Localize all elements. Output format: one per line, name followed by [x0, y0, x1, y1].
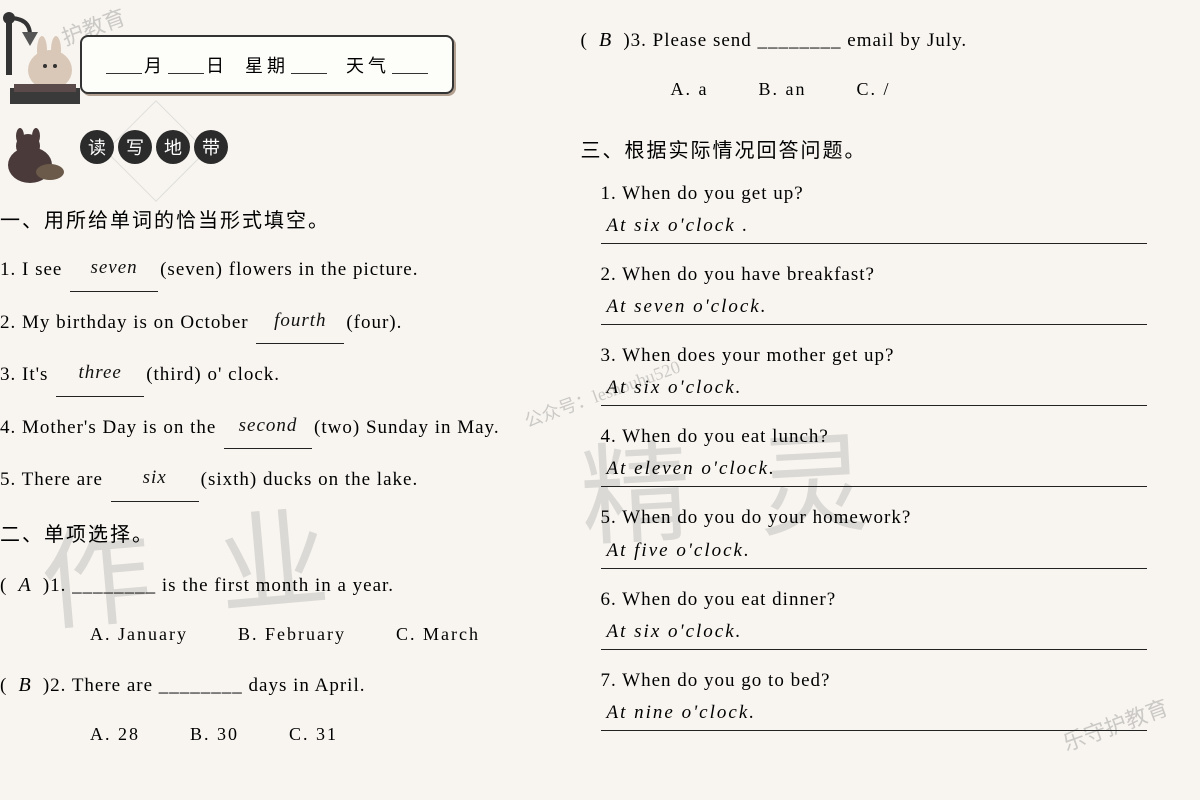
header-banner: 月 日 星期 天气: [0, 10, 551, 110]
mc-options: A. January B. February C. March: [90, 615, 551, 655]
handwritten-answer: three: [56, 350, 144, 397]
badge-char-2: 写: [118, 130, 152, 164]
opt-b: B. 30: [190, 715, 239, 755]
section2-title: 二、单项选择。: [0, 518, 551, 547]
left-column: 月 日 星期 天气 读 写 地 带: [0, 0, 561, 800]
qa-answer-line: At eleven o'clock.: [601, 458, 1147, 487]
mc-options: A. 28 B. 30 C. 31: [90, 715, 551, 755]
item-suffix: ducks on the lake.: [257, 469, 418, 490]
mc-num: 2.: [50, 675, 66, 696]
qa-answer-line: At six o'clock.: [601, 621, 1147, 650]
mc-options: A. a B. an C. /: [671, 70, 1190, 110]
section1-items: 1. I see seven(seven) flowers in the pic…: [0, 247, 551, 504]
item-prefix: 3. It's: [0, 364, 54, 385]
mc-answer: B: [594, 16, 618, 64]
opt-b: B. February: [238, 615, 346, 655]
badge-char-1: 读: [80, 130, 114, 164]
critter-icon: [0, 120, 70, 190]
hint-text: (four): [346, 312, 396, 333]
fill-blank-item: 1. I see seven(seven) flowers in the pic…: [0, 247, 551, 294]
fill-blank-item: 4. Mother's Day is on the second(two) Su…: [0, 405, 551, 452]
mc-stem: Please send ________ email by July.: [647, 30, 967, 51]
qa-question: 6. When do you eat dinner?: [601, 583, 1190, 617]
qa-answer-line: At seven o'clock.: [601, 296, 1147, 325]
section3-items: 1. When do you get up? At six o'clock . 2.…: [581, 177, 1190, 731]
section1-title: 一、用所给单词的恰当形式填空。: [0, 204, 551, 233]
section2-item3: ( B )3. Please send ________ email by Ju…: [581, 16, 1190, 110]
hint-text: (sixth): [201, 469, 258, 490]
mc-stem: ________ is the first month in a year.: [66, 575, 394, 596]
item-prefix: 2. My birthday is on October: [0, 312, 254, 333]
item-suffix: .: [397, 312, 403, 333]
fill-blank-item: 3. It's three(third) o' clock.: [0, 352, 551, 399]
opt-c: C. 31: [289, 715, 338, 755]
opt-c: C. March: [396, 615, 480, 655]
mc-num: 3.: [631, 30, 647, 51]
handwritten-answer: second: [224, 403, 312, 450]
mc-answer: A: [13, 561, 37, 609]
opt-a: A. January: [90, 615, 188, 655]
item-suffix: Sunday in May.: [360, 417, 499, 438]
mc-stem: There are ________ days in April.: [66, 675, 365, 696]
mc-answer: B: [13, 661, 37, 709]
hint-text: (seven): [160, 259, 223, 280]
mc-stem-line: ( B )3. Please send ________ email by Ju…: [581, 16, 1190, 64]
opt-b: B. an: [759, 70, 807, 110]
item-prefix: 1. I see: [0, 259, 68, 280]
mc-stem-line: ( A )1. ________ is the first month in a…: [0, 561, 551, 609]
hint-text: (two): [314, 417, 360, 438]
qa-answer-line: At six o'clock.: [601, 377, 1147, 406]
item-prefix: 5. There are: [0, 469, 109, 490]
date-banner: 月 日 星期 天气: [80, 35, 454, 94]
weekday-label: 星期: [245, 52, 289, 78]
mc-item: ( B )3. Please send ________ email by Ju…: [581, 16, 1190, 110]
section3-title: 三、根据实际情况回答问题。: [581, 134, 1190, 163]
item-suffix: flowers in the picture.: [223, 259, 418, 280]
hint-text: (third): [146, 364, 202, 385]
qa-answer-line: At six o'clock .: [601, 215, 1147, 244]
mc-num: 1.: [50, 575, 66, 596]
handwritten-answer: seven: [70, 245, 158, 292]
item-prefix: 4. Mother's Day is on the: [0, 417, 222, 438]
fill-blank-item: 5. There are six(sixth) ducks on the lak…: [0, 457, 551, 504]
badge-char-3: 地: [156, 130, 190, 164]
weather-label: 天气: [346, 52, 390, 78]
mc-stem-line: ( B )2. There are ________ days in April…: [0, 661, 551, 709]
rabbit-lamp-icon: [0, 10, 90, 110]
qa-question: 1. When do you get up?: [601, 177, 1190, 211]
opt-a: A. 28: [90, 715, 140, 755]
day-label: 日: [206, 52, 228, 78]
qa-question: 4. When do you eat lunch?: [601, 420, 1190, 454]
qa-answer-line: At five o'clock.: [601, 540, 1147, 569]
opt-c: C. /: [857, 70, 891, 110]
section-badge: 读 写 地 带: [0, 120, 551, 190]
mc-item: ( A )1. ________ is the first month in a…: [0, 561, 551, 655]
item-suffix: o' clock.: [202, 364, 280, 385]
qa-question: 5. When do you do your homework?: [601, 501, 1190, 535]
handwritten-answer: fourth: [256, 298, 344, 345]
qa-question: 2. When do you have breakfast?: [601, 258, 1190, 292]
right-column: ( B )3. Please send ________ email by Ju…: [561, 0, 1200, 800]
qa-question: 7. When do you go to bed?: [601, 664, 1190, 698]
badge-char-4: 带: [194, 130, 228, 164]
qa-answer-line: At nine o'clock.: [601, 702, 1147, 731]
handwritten-answer: six: [111, 455, 199, 502]
opt-a: A. a: [671, 70, 709, 110]
fill-blank-item: 2. My birthday is on October fourth(four…: [0, 300, 551, 347]
badge-circles: 读 写 地 带: [80, 130, 228, 164]
mc-item: ( B )2. There are ________ days in April…: [0, 661, 551, 755]
qa-question: 3. When does your mother get up?: [601, 339, 1190, 373]
worksheet-page: 月 日 星期 天气 读 写 地 带: [0, 0, 1200, 800]
month-label: 月: [144, 52, 166, 78]
section2-items-left: ( A )1. ________ is the first month in a…: [0, 561, 551, 754]
